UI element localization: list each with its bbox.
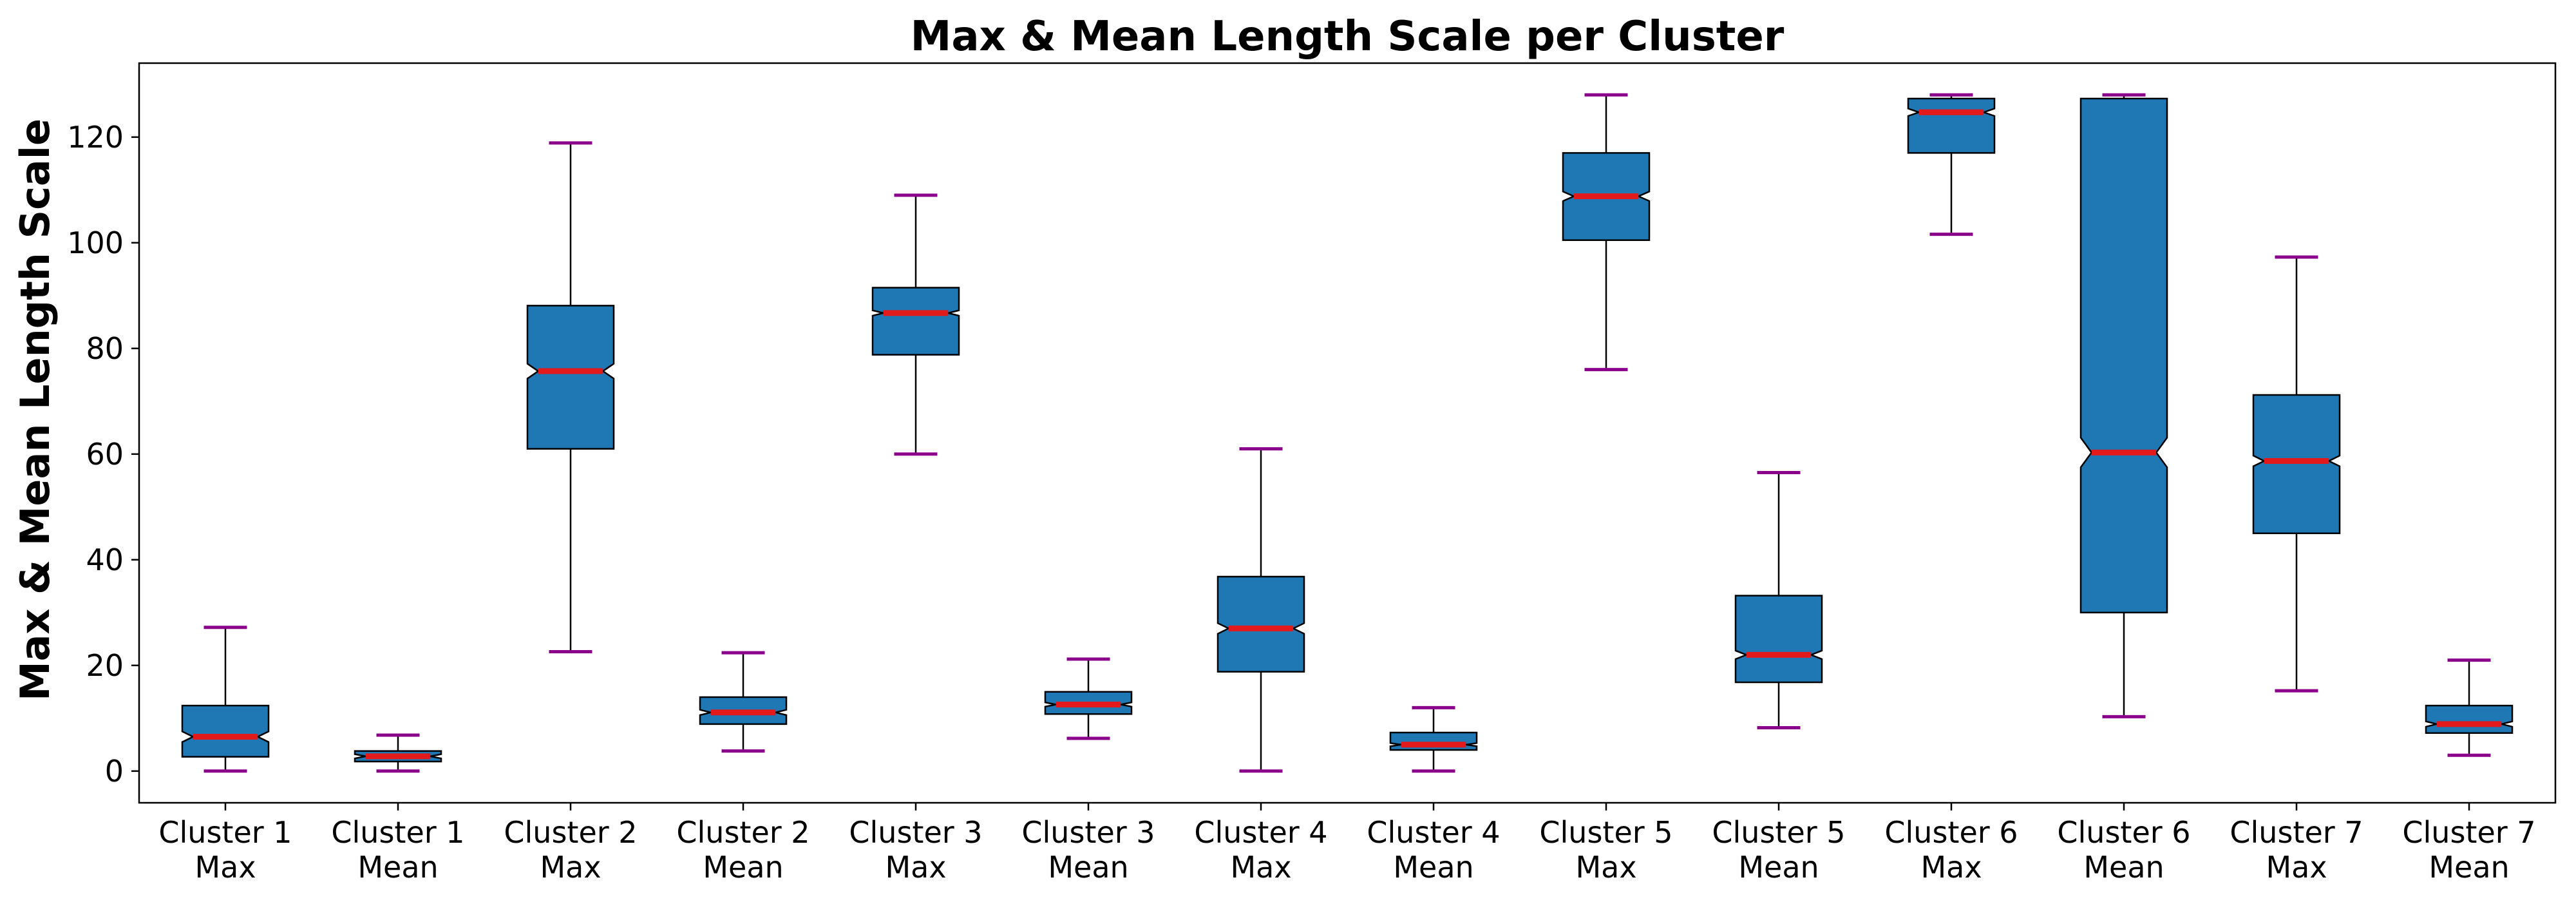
x-tick-label-stat: Mean xyxy=(2429,850,2509,885)
x-tick-label-cluster: Cluster 7 xyxy=(2230,815,2363,850)
x-tick-label: Cluster 6 Mean xyxy=(2057,815,2190,885)
x-tick-label: Cluster 2 Mean xyxy=(676,815,810,885)
box-group xyxy=(2079,93,2168,718)
y-tick-label: 40 xyxy=(86,542,124,577)
x-tick-label-stat: Mean xyxy=(1048,850,1128,885)
box-group xyxy=(871,193,960,456)
chart-title: Max & Mean Length Scale per Cluster xyxy=(911,13,1785,61)
box-body xyxy=(1217,575,1305,673)
box-group xyxy=(354,733,442,773)
x-tick-label-stat: Max xyxy=(194,850,256,885)
x-tick-label-stat: Max xyxy=(1230,850,1291,885)
box-group xyxy=(526,141,615,653)
x-tick-label: Cluster 1 Max xyxy=(158,815,292,885)
x-tick-label: Cluster 4 Mean xyxy=(1367,815,1500,885)
y-tick-label: 100 xyxy=(67,225,124,260)
x-tick-label-stat: Mean xyxy=(1738,850,1819,885)
x-tick-label-cluster: Cluster 3 xyxy=(849,815,982,850)
x-tick-label-cluster: Cluster 2 xyxy=(504,815,637,850)
x-tick-label-cluster: Cluster 1 xyxy=(331,815,464,850)
x-tick-label-cluster: Cluster 7 xyxy=(2402,815,2535,850)
box-body xyxy=(526,305,615,450)
x-tick-label-cluster: Cluster 3 xyxy=(1021,815,1155,850)
x-tick-label-cluster: Cluster 6 xyxy=(2057,815,2190,850)
y-axis: 0 20 40 60 80 100 120 xyxy=(67,120,139,789)
x-tick-label: Cluster 6 Max xyxy=(1884,815,2018,885)
box-group xyxy=(1734,471,1823,730)
y-tick-label: 60 xyxy=(86,437,124,472)
x-tick-label-cluster: Cluster 6 xyxy=(1884,815,2018,850)
y-tick-label: 120 xyxy=(67,120,124,155)
y-tick-label: 0 xyxy=(105,754,124,789)
x-tick-label-cluster: Cluster 5 xyxy=(1539,815,1672,850)
x-tick-label: Cluster 5 Mean xyxy=(1712,815,1845,885)
x-tick-label: Cluster 7 Mean xyxy=(2402,815,2535,885)
x-tick-label-stat: Mean xyxy=(357,850,438,885)
box-group xyxy=(181,626,270,773)
x-tick-label-stat: Max xyxy=(2266,850,2327,885)
plot-area xyxy=(181,93,2514,773)
x-tick-label-cluster: Cluster 4 xyxy=(1194,815,1327,850)
x-tick-label-stat: Mean xyxy=(703,850,783,885)
y-tick-label: 80 xyxy=(86,331,124,366)
x-tick-label-stat: Max xyxy=(1575,850,1636,885)
box-body xyxy=(2425,704,2514,734)
x-tick-label-cluster: Cluster 2 xyxy=(676,815,810,850)
box-group xyxy=(1389,705,1478,773)
box-body xyxy=(1734,595,1823,684)
x-tick-label: Cluster 4 Max xyxy=(1194,815,1327,885)
x-tick-label: Cluster 2 Max xyxy=(504,815,637,885)
box-body xyxy=(871,287,960,356)
box-group xyxy=(1562,93,1651,372)
box-group xyxy=(1044,657,1133,740)
x-tick-label-cluster: Cluster 5 xyxy=(1712,815,1845,850)
x-tick-label: Cluster 3 Mean xyxy=(1021,815,1155,885)
x-tick-label-stat: Mean xyxy=(2083,850,2164,885)
plot-frame xyxy=(138,62,2557,804)
box-body xyxy=(2252,394,2341,535)
box-group xyxy=(2425,658,2514,757)
box-group xyxy=(699,651,788,753)
x-tick-label: Cluster 5 Max xyxy=(1539,815,1672,885)
x-tick-label-cluster: Cluster 4 xyxy=(1367,815,1500,850)
box-group xyxy=(1907,93,1996,236)
x-tick-label: Cluster 1 Mean xyxy=(331,815,464,885)
x-tick-label-stat: Max xyxy=(1920,850,1982,885)
y-tick-label: 20 xyxy=(86,648,124,683)
x-tick-label-stat: Max xyxy=(540,850,601,885)
x-tick-label-cluster: Cluster 1 xyxy=(158,815,292,850)
box-group xyxy=(1217,447,1305,773)
x-tick-label-stat: Max xyxy=(885,850,946,885)
x-tick-label: Cluster 7 Max xyxy=(2230,815,2363,885)
box-body xyxy=(2079,97,2168,614)
box-body xyxy=(181,704,270,758)
y-axis-label: Max & Mean Length Scale xyxy=(12,119,59,701)
box-body xyxy=(1907,97,1996,154)
x-tick-label: Cluster 3 Max xyxy=(849,815,982,885)
x-tick-label-stat: Mean xyxy=(1393,850,1473,885)
box-group xyxy=(2252,255,2341,693)
